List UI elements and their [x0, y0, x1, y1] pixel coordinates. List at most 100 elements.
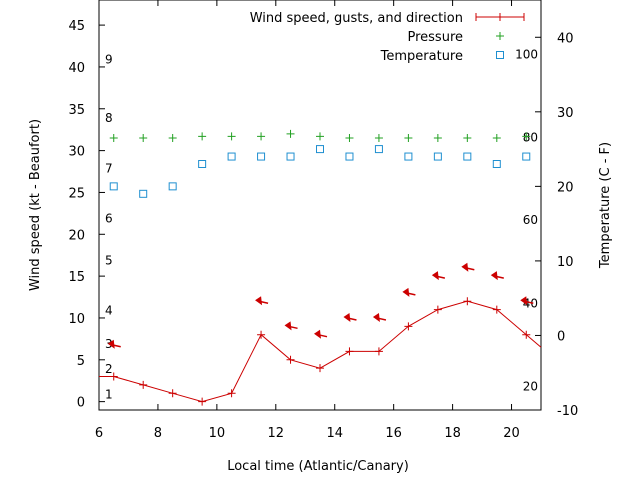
- beaufort-label: 2: [105, 362, 113, 376]
- axis-ticks: 6 8 10 12 14 16 18 20051015202530354045-1001020…: [68, 0, 578, 441]
- wind-direction-arrow: [402, 287, 416, 297]
- temperature-point: [227, 152, 236, 161]
- legend-swatch-pressure: [496, 32, 504, 40]
- beaufort-label: 1: [105, 387, 113, 401]
- y-axis-label: Wind speed (kt - Beaufort): [28, 119, 43, 291]
- pressure-point: [316, 132, 324, 141]
- data-marks: [99, 129, 542, 406]
- wind-speed-point: [109, 372, 118, 381]
- wind-direction-arrow: [461, 262, 475, 272]
- wind-speed-point: [168, 389, 177, 398]
- wind-speed-point: [345, 347, 354, 356]
- x-axis-label: Local time (Atlantic/Canary): [227, 459, 409, 474]
- y-tick-label: 45: [68, 19, 85, 34]
- wind-direction-arrow: [343, 312, 357, 322]
- fahrenheit-label: 20: [523, 379, 538, 393]
- legend: Wind speed, gusts, and direction Pressur…: [250, 11, 525, 64]
- y-tick-label: 15: [68, 270, 85, 285]
- pressure-point: [139, 134, 148, 143]
- temperature-point: [198, 160, 207, 168]
- beaufort-label: 4: [105, 304, 113, 318]
- wind-speed-point: [316, 364, 324, 373]
- pressure-point: [345, 134, 354, 143]
- beaufort-label: 5: [105, 253, 113, 267]
- fahrenheit-label: 60: [523, 213, 538, 227]
- scale-annotations: 12345678920406080100: [105, 48, 538, 402]
- y-tick-label: 0: [77, 396, 85, 411]
- x-tick-label: 20: [503, 426, 520, 441]
- y2-tick-label: 20: [557, 180, 574, 195]
- y2-axis-label: Temperature (C - F): [598, 142, 613, 269]
- x-tick-label: 8: [154, 426, 162, 441]
- fahrenheit-label: 100: [515, 48, 538, 62]
- y-tick-label: 40: [68, 61, 85, 76]
- temperature-point: [286, 152, 295, 161]
- temperature-point: [168, 182, 177, 191]
- pressure-point: [109, 134, 118, 143]
- y-tick-label: 30: [68, 145, 85, 160]
- x-tick-label: 18: [444, 426, 461, 441]
- pressure-point: [168, 134, 177, 143]
- wind-speed-point: [492, 305, 501, 314]
- pressure-point: [198, 132, 207, 141]
- y2-tick-label: 30: [557, 106, 574, 121]
- wind-speed-point: [139, 380, 148, 389]
- temperature-point: [374, 145, 383, 154]
- y2-tick-label: 10: [557, 255, 574, 270]
- temperature-point: [492, 160, 501, 168]
- wind-direction-arrow: [520, 296, 534, 306]
- beaufort-label: 7: [105, 161, 113, 175]
- beaufort-label: 6: [105, 212, 113, 226]
- y2-tick-label: 0: [557, 329, 565, 344]
- wind-speed-point: [404, 322, 413, 331]
- temperature-point: [257, 152, 266, 161]
- wind-speed-point: [433, 305, 442, 314]
- pressure-point: [463, 134, 472, 143]
- wind-direction-arrow: [255, 296, 269, 306]
- legend-label-temperature: Temperature: [380, 49, 463, 64]
- wind-speed-point: [463, 297, 472, 306]
- wind-speed-point: [374, 347, 383, 356]
- temperature-point: [316, 145, 324, 154]
- pressure-point: [492, 134, 501, 143]
- y2-tick-label: -10: [557, 404, 578, 419]
- wind-direction-arrow: [431, 271, 446, 281]
- beaufort-label: 8: [105, 111, 113, 125]
- pressure-point: [257, 132, 266, 141]
- wind-direction-arrow: [107, 339, 121, 349]
- pressure-point: [286, 129, 295, 138]
- temperature-point: [109, 182, 118, 191]
- pressure-point: [374, 134, 383, 143]
- temperature-point: [404, 152, 413, 161]
- y-tick-label: 5: [77, 354, 85, 369]
- temperature-point: [522, 152, 531, 161]
- wind-speed-point: [286, 355, 295, 364]
- y-tick-label: 35: [68, 103, 85, 118]
- legend-label-pressure: Pressure: [407, 30, 463, 45]
- wind-speed-point: [227, 389, 236, 398]
- y-tick-label: 25: [68, 186, 85, 201]
- wind-direction-arrow: [490, 271, 504, 281]
- x-tick-label: 12: [268, 426, 285, 441]
- y-tick-label: 10: [68, 312, 85, 327]
- pressure-point: [227, 132, 236, 141]
- plot-frame: [98, 0, 542, 411]
- x-tick-label: 16: [385, 426, 402, 441]
- x-tick-label: 6: [95, 426, 103, 441]
- wind-direction-arrow: [284, 321, 298, 331]
- legend-swatch-wind: [475, 13, 525, 21]
- wind-speed-point: [257, 330, 266, 339]
- wind-direction-arrow: [314, 329, 328, 339]
- fahrenheit-label: 80: [523, 130, 538, 144]
- x-tick-label: 10: [209, 426, 226, 441]
- temperature-point: [345, 152, 354, 161]
- wind-speed-line: [99, 300, 542, 403]
- beaufort-label: 9: [105, 53, 113, 67]
- x-tick-label: 14: [326, 426, 343, 441]
- legend-label-wind: Wind speed, gusts, and direction: [250, 11, 463, 26]
- y2-tick-label: 40: [557, 31, 574, 46]
- pressure-point: [433, 134, 442, 143]
- pressure-point: [404, 134, 413, 143]
- y-tick-label: 20: [68, 228, 85, 243]
